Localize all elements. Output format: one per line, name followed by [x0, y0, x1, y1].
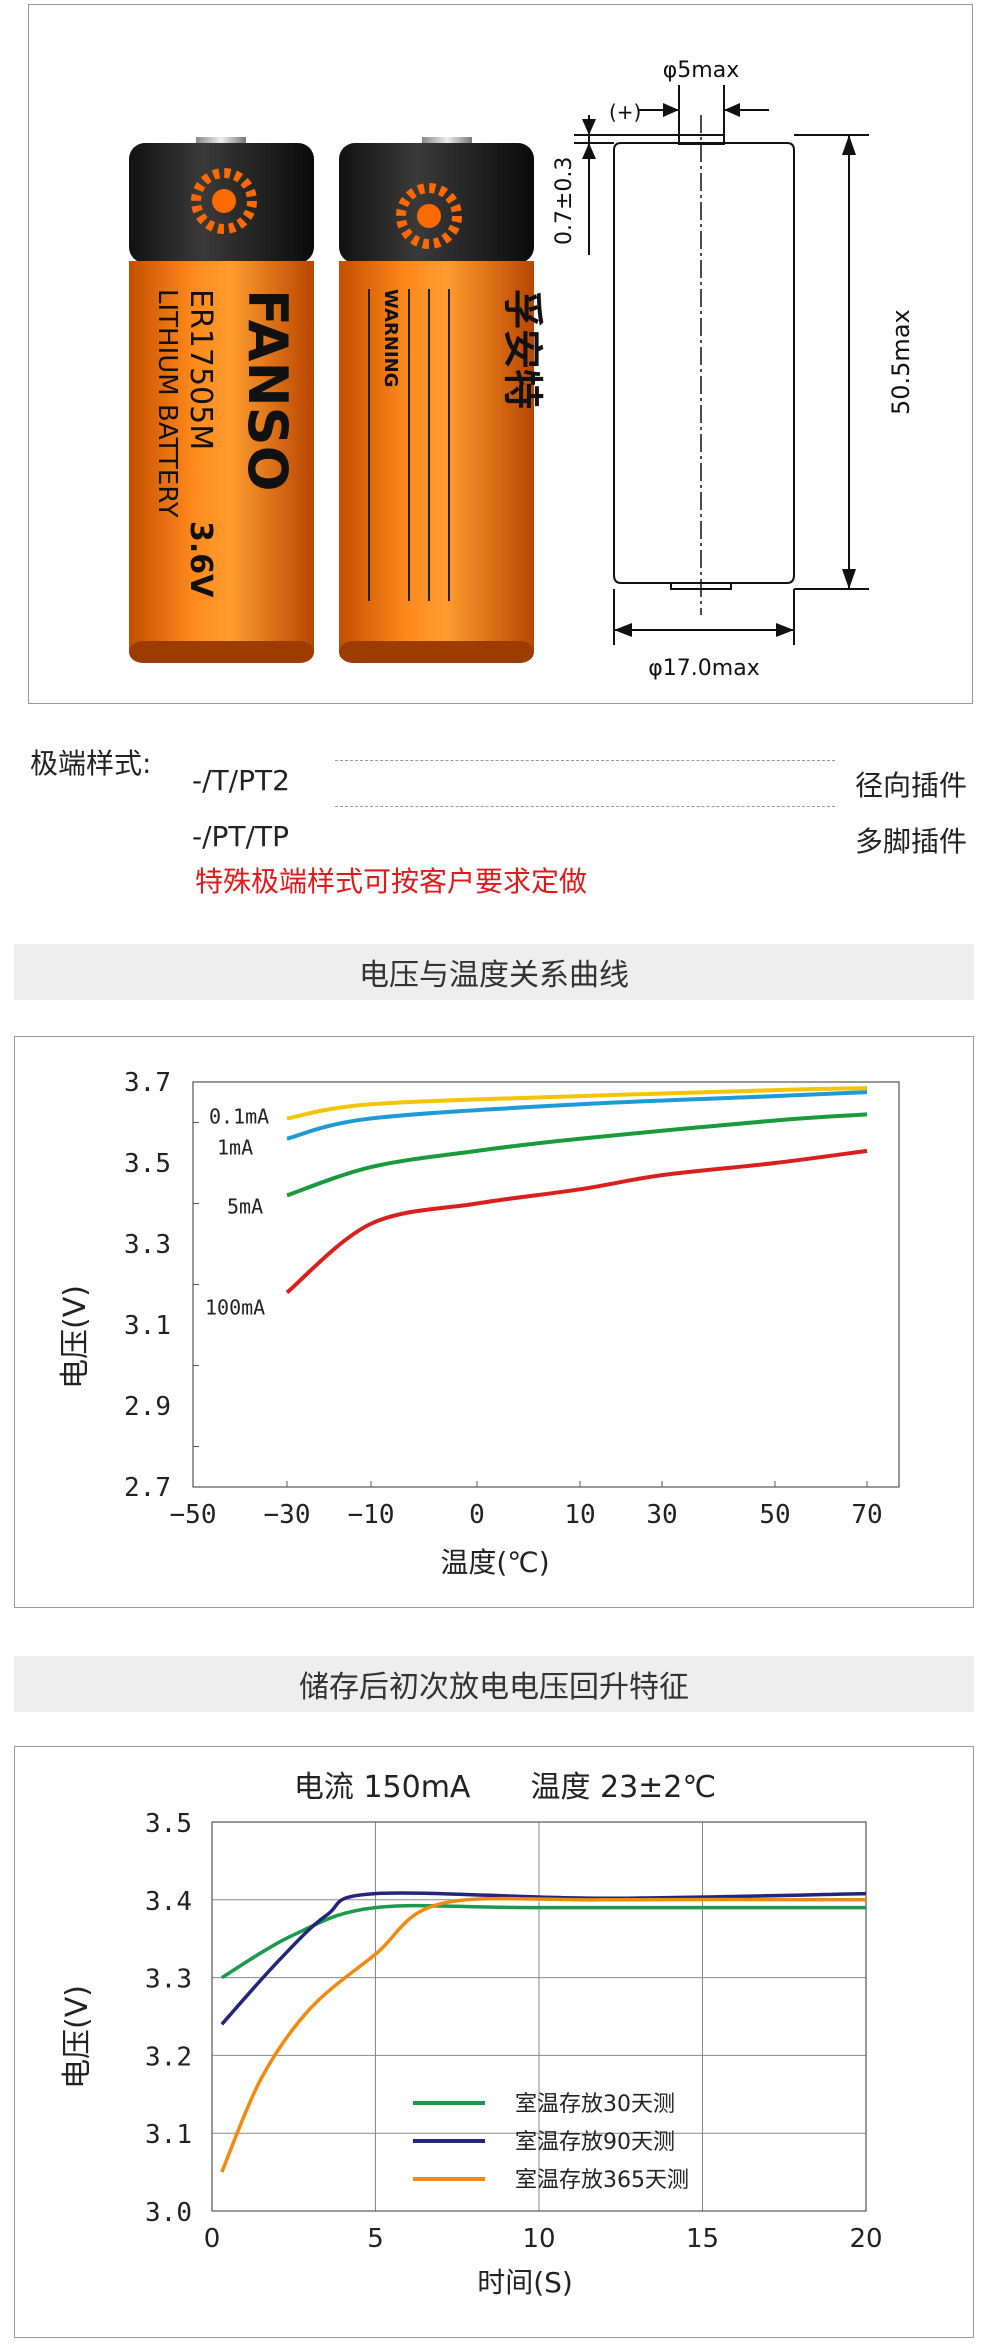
x-tick-label: 70 — [851, 1500, 882, 1530]
cell-outline — [613, 142, 795, 584]
chart-voltage-temperature: −50 −30 −10 0 10 30 50 70 3.7 3.5 3.3 3.1 2.9 2.7 温度(℃… — [58, 1068, 900, 1579]
y-tick-label: 3.1 — [124, 1311, 171, 1341]
terminal-divider-1 — [335, 760, 835, 761]
terminal-height-label: 0.7±0.3 — [552, 157, 577, 245]
x-tick-label: 15 — [686, 2224, 719, 2254]
x-tick-label: 0 — [469, 1500, 485, 1530]
voltage-text: 3.6V — [183, 521, 218, 598]
x-tick-label: −10 — [348, 1500, 395, 1530]
x-tick-label: 0 — [204, 2224, 221, 2254]
y-tick-label: 2.9 — [124, 1392, 171, 1422]
chart-title: 电流 150mA 温度 23±2℃ — [294, 1770, 716, 1805]
legend-label: 室温存放365天测 — [515, 2168, 689, 2193]
terminal-style-label: 极端样式: — [30, 747, 152, 780]
y-tick-label: 3.2 — [145, 2042, 192, 2072]
series-label: 5mA — [227, 1194, 263, 1218]
legend-label: 室温存放90天测 — [515, 2130, 675, 2155]
model-text: ER17505M — [183, 289, 218, 450]
series-line — [220, 1903, 866, 1980]
y-tick-label: 3.4 — [145, 1887, 192, 1917]
dimension-drawing: φ5max (+) 0.7±0.3 50.5max φ17.0max — [552, 58, 915, 681]
section2-header: 储存后初次放电电压回升特征 — [14, 1656, 974, 1712]
terminal-desc-2: 多脚插件 — [855, 825, 968, 858]
battery-left: FANSO ER17505M LITHIUM BATTERY 3.6V — [129, 137, 314, 663]
battery-photo: FANSO ER17505M LITHIUM BATTERY 3.6V 孚安特 … — [129, 137, 545, 663]
sun-logo-icon — [191, 168, 257, 234]
terminal-width-label: φ5max — [663, 58, 739, 83]
series-line-0.1mA — [286, 1086, 868, 1121]
series-line-1mA — [286, 1090, 868, 1141]
polarity-label: (+) — [609, 100, 641, 124]
chart-storage-recovery: 电流 150mA 温度 23±2℃ 0 5 10 15 20 3.5 3.4 3.3 3.2 3.1… — [60, 1770, 883, 2299]
y-tick-label: 3.1 — [145, 2120, 192, 2150]
y-tick-label: 3.7 — [124, 1068, 171, 1098]
x-tick-label: 10 — [522, 2224, 555, 2254]
x-axis-label: 时间(S) — [477, 2266, 573, 2299]
type-text: LITHIUM BATTERY — [152, 289, 182, 518]
x-tick-label: 50 — [759, 1500, 790, 1530]
terminal-note: 特殊极端样式可按客户要求定做 — [195, 865, 588, 898]
x-tick-label: 5 — [367, 2224, 384, 2254]
section2-title: 储存后初次放电电压回升特征 — [299, 1670, 689, 1705]
series-line-100mA — [285, 1148, 868, 1295]
series-label: 1mA — [217, 1136, 253, 1160]
x-tick-label: −30 — [264, 1500, 311, 1530]
product-panel: FANSO ER17505M LITHIUM BATTERY 3.6V 孚安特 … — [28, 4, 973, 704]
section1-title: 电压与温度关系曲线 — [359, 958, 629, 993]
warning-text: WARNING — [380, 289, 401, 387]
diameter-label: φ17.0max — [648, 656, 759, 681]
y-tick-label: 3.3 — [145, 1965, 192, 1995]
x-tick-label: 20 — [849, 2224, 882, 2254]
sun-logo-icon — [396, 183, 462, 249]
battery-right: 孚安特 WARNING — [339, 137, 545, 663]
series-line-5mA — [286, 1112, 868, 1198]
legend-label: 室温存放30天测 — [515, 2092, 675, 2117]
series-label: 0.1mA — [209, 1104, 269, 1128]
height-label: 50.5max — [887, 309, 915, 415]
series-label: 100mA — [205, 1296, 265, 1320]
y-tick-label: 2.7 — [124, 1473, 171, 1503]
brand-logo: FANSO — [236, 289, 299, 491]
y-tick-label: 3.0 — [145, 2198, 192, 2228]
series-line — [220, 1891, 867, 2026]
y-tick-label: 3.5 — [124, 1149, 171, 1179]
plot-frame — [211, 1821, 867, 2212]
x-tick-label: 30 — [646, 1500, 677, 1530]
terminal-code-2: -/PT/TP — [192, 820, 289, 853]
series-line — [220, 1896, 867, 2173]
section1-header: 电压与温度关系曲线 — [14, 944, 974, 1000]
terminal-desc-1: 径向插件 — [855, 769, 968, 802]
terminal-divider-2 — [335, 806, 835, 807]
chinese-brand: 孚安特 — [499, 289, 545, 409]
x-tick-label: −50 — [170, 1500, 217, 1530]
chart2-panel: 电流 150mA 温度 23±2℃ 0 5 10 15 20 3.5 3.4 3.3 3.2 3.1… — [14, 1746, 974, 2338]
y-axis-label: 电压(V) — [60, 1985, 95, 2089]
warning-lines — [368, 289, 450, 601]
terminal-code-1: -/T/PT2 — [192, 764, 290, 797]
y-tick-label: 3.5 — [145, 1809, 192, 1839]
chart1-panel: −50 −30 −10 0 10 30 50 70 3.7 3.5 3.3 3.1 2.9 2.7 温度(℃… — [14, 1036, 974, 1608]
x-tick-label: 10 — [564, 1500, 595, 1530]
x-axis-label: 温度(℃) — [440, 1546, 549, 1579]
y-axis-label: 电压(V) — [58, 1285, 93, 1389]
y-tick-label: 3.3 — [124, 1230, 171, 1260]
